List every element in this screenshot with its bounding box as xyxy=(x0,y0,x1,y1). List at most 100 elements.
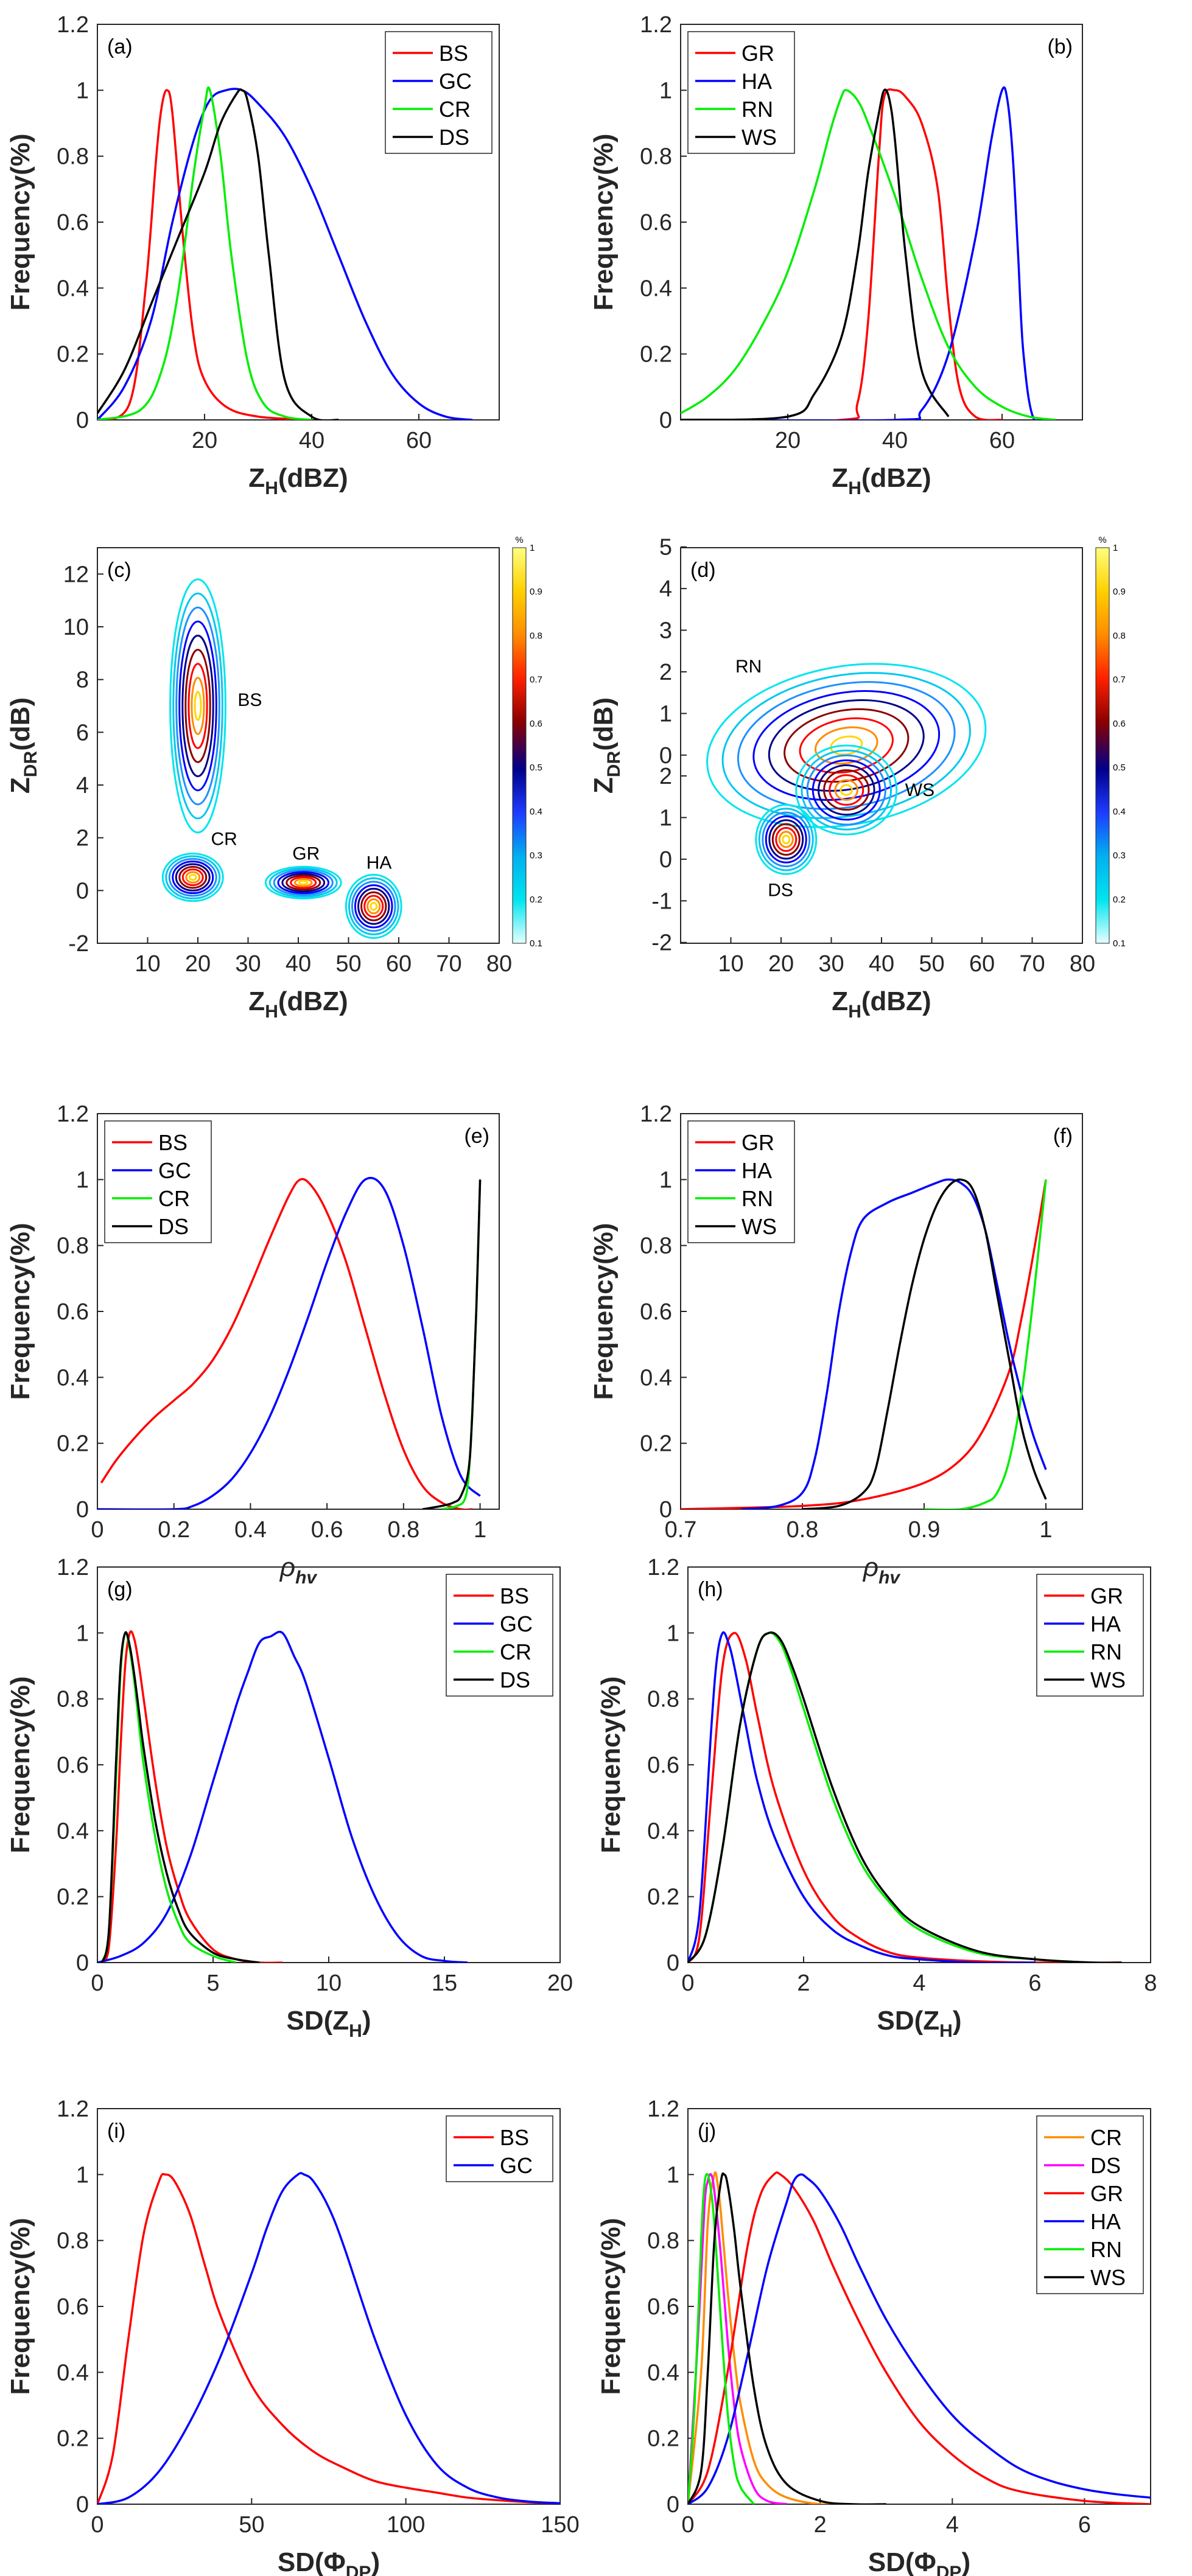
contour-ring xyxy=(181,868,204,887)
y-tick-label: 1 xyxy=(667,1621,679,1646)
legend-label: BS xyxy=(500,2125,529,2150)
y-tick-label: 0.4 xyxy=(57,276,89,301)
panel-j-line-chart: 0 2 4 6 0 0.2 0.4 0.6 0.8 1 1.2 (j) SD(ΦDP) Frequency… xyxy=(596,2096,1151,2576)
series-line-bs xyxy=(100,1178,472,1509)
legend-label: WS xyxy=(1090,1667,1126,1692)
contour-ring xyxy=(264,865,342,899)
contour-ring xyxy=(184,649,211,763)
y-tick-label: 0 xyxy=(76,1950,89,1976)
x-tick-label: 10 xyxy=(316,1970,342,1996)
x-tick-label: 70 xyxy=(1019,951,1045,977)
y-tick-label: 0.6 xyxy=(640,1299,672,1325)
panel-c-contour-chart: 10 20 30 40 50 60 70 80 -2 0 2 4 6 8 10 12 (c) ZH(dBZ) ZDR… xyxy=(5,535,542,1022)
series-line-ha xyxy=(681,86,1056,420)
legend: BS GC xyxy=(446,2115,553,2182)
contour-ring xyxy=(737,681,956,810)
colorbar-tick-label: 0.1 xyxy=(530,938,542,949)
contour-ring xyxy=(165,855,221,899)
contour-ring xyxy=(366,898,381,915)
contour-ring xyxy=(286,874,321,891)
contour-ring xyxy=(191,677,205,735)
y-tick-label: 2 xyxy=(659,764,672,789)
y-axis-label: ZDR(dB) xyxy=(589,697,624,794)
x-tick-label: 0.6 xyxy=(311,1517,343,1543)
y-tick-label: 0.2 xyxy=(57,1885,89,1910)
series-line-gc xyxy=(97,2172,560,2504)
cluster-label-gr: GR xyxy=(292,843,320,864)
contour-ring xyxy=(834,779,859,801)
x-tick-label: 10 xyxy=(718,951,743,977)
y-tick-label: 1 xyxy=(659,701,672,727)
cluster-label-bs: BS xyxy=(237,690,262,710)
legend-label: HA xyxy=(741,1158,772,1183)
colorbar-tick-label: 0.9 xyxy=(1113,587,1126,597)
y-tick-label: 12 xyxy=(63,562,89,587)
colorbar-tick-label: 0.4 xyxy=(1113,806,1126,817)
colorbar-tick-label: 0.8 xyxy=(530,630,542,641)
legend: CR DS GR HA RN WS xyxy=(1036,2115,1144,2294)
x-tick-label: 0.8 xyxy=(787,1517,819,1543)
x-tick-label: 30 xyxy=(235,951,261,977)
legend-label: HA xyxy=(1090,2209,1121,2234)
series-line-ds xyxy=(688,2173,788,2504)
contour-ring xyxy=(829,774,864,806)
contour-ring xyxy=(188,873,197,881)
series-line-gr xyxy=(688,2171,1151,2504)
colorbar-tick-label: 0.5 xyxy=(1113,763,1126,773)
y-tick-label: 0.2 xyxy=(647,1885,679,1910)
legend-label: GC xyxy=(500,1611,533,1636)
y-tick-label: 0.4 xyxy=(647,2360,679,2386)
colorbar-unit: % xyxy=(515,535,523,545)
colorbar-tick-label: 0.6 xyxy=(530,719,542,729)
panel-label: (i) xyxy=(107,2120,125,2143)
colorbar-tick-label: 0.9 xyxy=(530,587,542,597)
y-tick-label: 1.2 xyxy=(57,1101,89,1127)
x-tick-label: 0 xyxy=(681,1970,694,1996)
y-tick-label: -2 xyxy=(68,931,89,957)
y-tick-label: 0.6 xyxy=(647,2294,679,2320)
legend-box xyxy=(104,1120,212,1243)
legend-label: GC xyxy=(158,1158,191,1183)
y-tick-label: 1.2 xyxy=(57,12,89,38)
y-tick-label: 1.2 xyxy=(647,2096,679,2122)
contour-ring xyxy=(814,726,878,765)
colorbar-unit: % xyxy=(1098,535,1106,545)
legend-label: BS xyxy=(158,1130,188,1155)
legend: BS GC CR DS xyxy=(446,1574,553,1697)
y-tick-label: 0.8 xyxy=(647,1687,679,1712)
contour-ring xyxy=(360,891,387,921)
legend: BS GC CR DS xyxy=(104,1120,212,1243)
y-tick-label: 2 xyxy=(76,826,89,851)
colorbar-tick-label: 0.3 xyxy=(1113,851,1126,861)
x-tick-label: 80 xyxy=(486,951,512,977)
y-tick-label: -1 xyxy=(651,888,672,914)
contour-ring xyxy=(168,857,217,897)
y-tick-label: 1.2 xyxy=(647,1555,679,1580)
colorbar-tick-label: 0.5 xyxy=(530,763,542,773)
contour-ring xyxy=(281,873,326,893)
series-line-rn xyxy=(688,2173,755,2504)
y-tick-label: 0.6 xyxy=(57,1753,89,1778)
y-tick-label: 1.2 xyxy=(57,1555,89,1580)
y-tick-label: 1 xyxy=(76,2162,89,2188)
legend-label: CR xyxy=(500,1639,531,1664)
y-tick-label: 0.4 xyxy=(57,1365,89,1391)
cluster-cr xyxy=(161,853,224,902)
y-tick-label: -2 xyxy=(651,930,672,956)
contour-ring xyxy=(775,826,798,852)
y-tick-label: 3 xyxy=(659,618,672,644)
x-tick-label: 4 xyxy=(913,1970,925,1996)
y-tick-label: 0 xyxy=(76,1497,89,1523)
y-tick-label: 0.4 xyxy=(640,276,672,301)
legend-label: CR xyxy=(158,1186,190,1211)
contour-ring xyxy=(181,634,214,778)
x-tick-label: 2 xyxy=(797,1970,810,1996)
contour-ring xyxy=(795,744,898,836)
contour-ring xyxy=(351,881,396,932)
y-tick-label: 1 xyxy=(76,78,89,103)
cluster-ds xyxy=(755,803,818,875)
y-tick-label: 0.6 xyxy=(57,2294,89,2320)
x-tick-label: 0.9 xyxy=(908,1517,941,1543)
x-tick-label: 40 xyxy=(286,951,311,977)
series-line-gc xyxy=(97,1630,468,1963)
